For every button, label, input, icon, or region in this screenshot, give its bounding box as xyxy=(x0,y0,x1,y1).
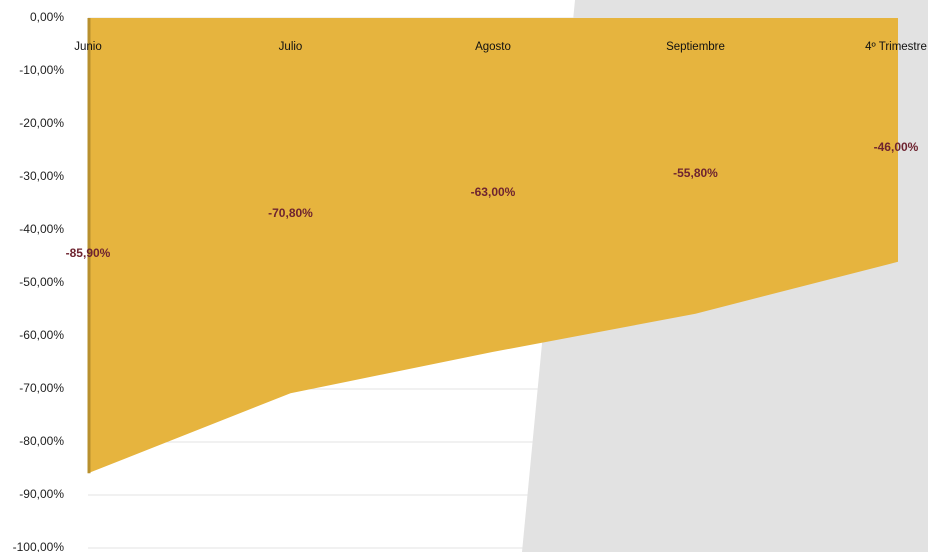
y-tick-label: -40,00% xyxy=(19,222,64,236)
x-tick-label: Junio xyxy=(74,41,102,53)
plot xyxy=(87,18,898,474)
y-tick-label: -90,00% xyxy=(19,487,64,501)
x-tick-label: 4º Trimestre xyxy=(865,41,927,53)
y-tick-label: -20,00% xyxy=(19,116,64,130)
y-tick-label: -60,00% xyxy=(19,328,64,342)
value-label: -55,80% xyxy=(673,166,718,180)
y-tick-label: -70,00% xyxy=(19,381,64,395)
value-label: -85,90% xyxy=(66,246,111,260)
value-label: -63,00% xyxy=(471,185,516,199)
y-tick-label: -30,00% xyxy=(19,169,64,183)
area xyxy=(88,18,898,474)
y-tick-label: -80,00% xyxy=(19,434,64,448)
y-tick-label: -10,00% xyxy=(19,63,64,77)
y-tick-label: 0,00% xyxy=(30,10,64,24)
y-tick-label: -50,00% xyxy=(19,275,64,289)
value-label: -46,00% xyxy=(874,140,919,154)
x-tick-label: Septiembre xyxy=(666,41,725,53)
x-tick-label: Julio xyxy=(279,41,303,53)
value-label: -70,80% xyxy=(268,206,313,220)
x-tick-label: Agosto xyxy=(475,41,511,53)
y-tick-label: -100,00% xyxy=(13,540,65,552)
